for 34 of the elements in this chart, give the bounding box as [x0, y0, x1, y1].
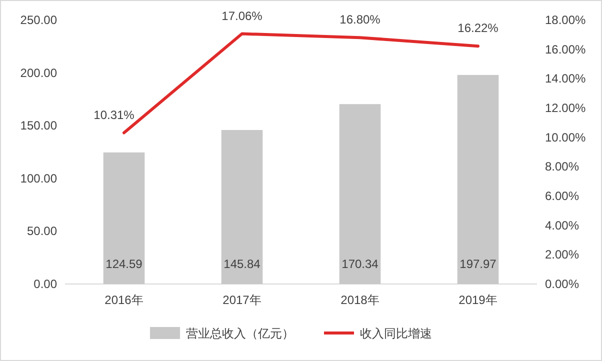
- x-tick-label: 2019年: [458, 293, 498, 307]
- bar: [221, 130, 263, 284]
- y2-tick-label: 18.00%: [545, 13, 586, 27]
- data-label: 17.06%: [222, 8, 263, 23]
- data-label: 124.59: [106, 257, 143, 271]
- bar: [103, 152, 145, 284]
- y-tick-label: 150.00: [20, 118, 58, 133]
- y-tick-label: 0.00: [34, 277, 58, 291]
- y2-tick-label: 10.00%: [545, 130, 586, 144]
- data-label: 197.97: [460, 257, 497, 271]
- y-tick-label: 250.00: [20, 13, 58, 27]
- data-label: 170.34: [342, 257, 379, 271]
- bar: [339, 104, 381, 284]
- y2-tick-label: 16.00%: [545, 42, 586, 56]
- y2-tick-label: 4.00%: [545, 218, 580, 232]
- y2-tick-label: 14.00%: [545, 72, 586, 86]
- y2-tick-label: 8.00%: [545, 160, 580, 174]
- bar: [457, 74, 499, 284]
- data-label: 10.31%: [94, 108, 135, 122]
- y-tick-label: 50.00: [26, 224, 58, 238]
- legend-label: 营业总收入（亿元）: [186, 326, 294, 340]
- y-tick-label: 200.00: [20, 66, 58, 80]
- data-label: 145.84: [224, 257, 261, 271]
- x-tick-label: 2017年: [222, 293, 262, 307]
- x-tick-label: 2018年: [340, 293, 380, 307]
- data-label: 16.80%: [340, 12, 381, 27]
- y2-tick-label: 2.00%: [545, 248, 580, 262]
- legend-label: 收入同比增速: [360, 326, 432, 340]
- y2-tick-label: 6.00%: [545, 189, 580, 203]
- y2-tick-label: 12.00%: [545, 101, 586, 115]
- y2-tick-label: 0.00%: [545, 277, 580, 291]
- data-label: 16.22%: [458, 21, 499, 36]
- x-tick-label: 2016年: [104, 293, 144, 307]
- y-tick-label: 100.00: [20, 171, 58, 186]
